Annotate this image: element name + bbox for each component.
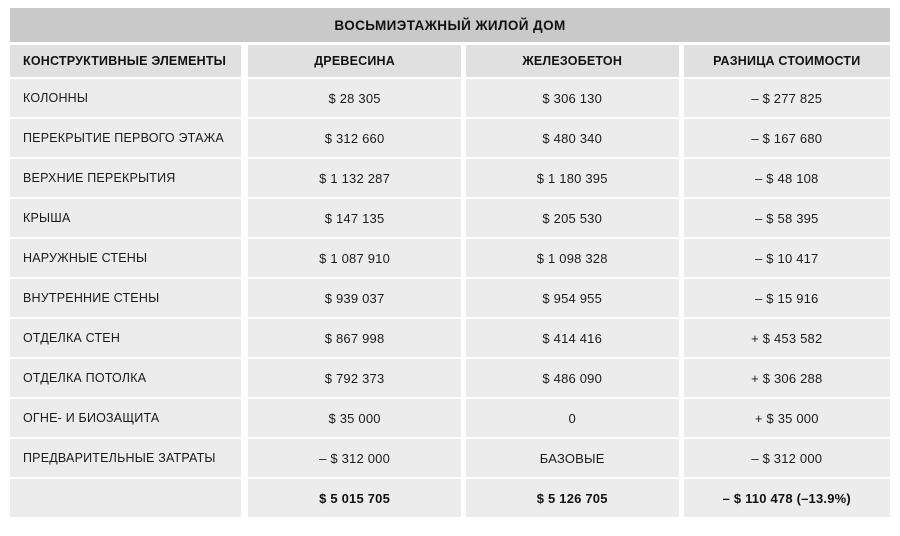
- concrete-total-value: $ 5 126 705: [465, 479, 679, 517]
- row-label: ПЕРЕКРЫТИЕ ПЕРВОГО ЭТАЖА: [10, 119, 242, 157]
- cost-comparison-table: ВОСЬМИЭТАЖНЫЙ ЖИЛОЙ ДОМ КОНСТРУКТИВНЫЕ Э…: [10, 8, 890, 517]
- concrete-value: БАЗОВЫЕ: [465, 439, 679, 477]
- row-label: ПРЕДВАРИТЕЛЬНЫЕ ЗАТРАТЫ: [10, 439, 242, 477]
- table-title: ВОСЬМИЭТАЖНЫЙ ЖИЛОЙ ДОМ: [10, 8, 890, 42]
- concrete-value: 0: [465, 399, 679, 437]
- diff-value: – $ 167 680: [683, 119, 890, 157]
- diff-value: – $ 10 417: [683, 239, 890, 277]
- wood-total-value: $ 5 015 705: [248, 479, 461, 517]
- concrete-value: $ 306 130: [465, 79, 679, 117]
- column-header-wood: ДРЕВЕСИНА: [248, 45, 461, 77]
- concrete-value: $ 486 090: [465, 359, 679, 397]
- wood-value: $ 147 135: [248, 199, 461, 237]
- column-header-elements: КОНСТРУКТИВНЫЕ ЭЛЕМЕНТЫ: [10, 45, 242, 77]
- row-label: ВНУТРЕННИЕ СТЕНЫ: [10, 279, 242, 317]
- concrete-value: $ 414 416: [465, 319, 679, 357]
- wood-value: $ 1 132 287: [248, 159, 461, 197]
- wood-value: $ 35 000: [248, 399, 461, 437]
- wood-value: $ 867 998: [248, 319, 461, 357]
- row-label: ОТДЕЛКА ПОТОЛКА: [10, 359, 242, 397]
- diff-value: – $ 58 395: [683, 199, 890, 237]
- row-label: ОТДЕЛКА СТЕН: [10, 319, 242, 357]
- wood-value: $ 1 087 910: [248, 239, 461, 277]
- wood-value: $ 312 660: [248, 119, 461, 157]
- concrete-value: $ 480 340: [465, 119, 679, 157]
- wood-value: – $ 312 000: [248, 439, 461, 477]
- diff-value: + $ 306 288: [683, 359, 890, 397]
- diff-value: – $ 312 000: [683, 439, 890, 477]
- concrete-value: $ 1 098 328: [465, 239, 679, 277]
- concrete-value: $ 954 955: [465, 279, 679, 317]
- row-label: ВЕРХНИЕ ПЕРЕКРЫТИЯ: [10, 159, 242, 197]
- diff-value: + $ 453 582: [683, 319, 890, 357]
- row-label: КРЫША: [10, 199, 242, 237]
- diff-total-value: – $ 110 478 (–13.9%): [683, 479, 890, 517]
- concrete-value: $ 205 530: [465, 199, 679, 237]
- diff-value: – $ 277 825: [683, 79, 890, 117]
- row-label: ОГНЕ- И БИОЗАЩИТА: [10, 399, 242, 437]
- concrete-value: $ 1 180 395: [465, 159, 679, 197]
- table-grid: КОНСТРУКТИВНЫЕ ЭЛЕМЕНТЫ ДРЕВЕСИНА ЖЕЛЕЗО…: [10, 45, 890, 517]
- wood-value: $ 939 037: [248, 279, 461, 317]
- row-label: КОЛОННЫ: [10, 79, 242, 117]
- wood-value: $ 28 305: [248, 79, 461, 117]
- wood-value: $ 792 373: [248, 359, 461, 397]
- row-label: НАРУЖНЫЕ СТЕНЫ: [10, 239, 242, 277]
- totals-row-label: [10, 479, 242, 517]
- diff-value: – $ 15 916: [683, 279, 890, 317]
- column-header-concrete: ЖЕЛЕЗОБЕТОН: [465, 45, 679, 77]
- diff-value: + $ 35 000: [683, 399, 890, 437]
- column-header-diff: РАЗНИЦА СТОИМОСТИ: [683, 45, 890, 77]
- diff-value: – $ 48 108: [683, 159, 890, 197]
